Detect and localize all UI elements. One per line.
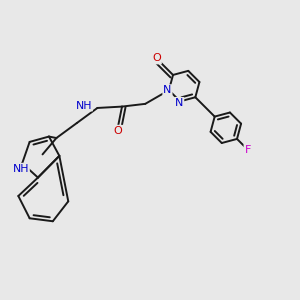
Text: O: O — [113, 126, 122, 136]
Text: N: N — [163, 85, 172, 95]
Text: F: F — [244, 145, 251, 154]
Text: N: N — [175, 98, 183, 108]
Text: NH: NH — [76, 100, 92, 111]
Text: O: O — [152, 53, 161, 64]
Text: NH: NH — [13, 164, 29, 174]
